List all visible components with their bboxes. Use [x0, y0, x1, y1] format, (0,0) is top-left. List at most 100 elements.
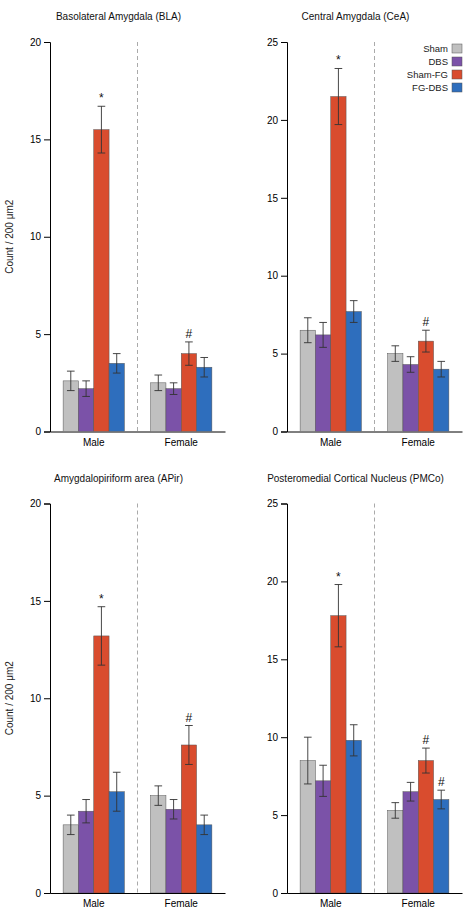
y-tick-label: 20	[267, 115, 279, 126]
y-tick: 10	[267, 732, 287, 743]
y-tick-mark	[44, 139, 50, 140]
plot: 05101520MaleFemale*#	[30, 498, 226, 909]
significance-mark: *	[336, 53, 341, 67]
y-tick: 20	[267, 115, 287, 126]
legend-label: Sham	[423, 43, 448, 54]
x-tick-label: Male	[320, 437, 342, 448]
y-tick-mark	[44, 334, 50, 335]
x-tick: Female	[165, 898, 199, 909]
error-bar	[154, 375, 162, 391]
bar	[403, 365, 418, 432]
y-tick-label: 15	[30, 596, 42, 607]
error-bar	[304, 737, 312, 784]
legend-label: FG-DBS	[412, 82, 448, 93]
y-tick: 10	[30, 231, 50, 242]
y-tick: 25	[267, 37, 287, 48]
group-separator	[374, 504, 375, 894]
significance-mark: #	[423, 733, 430, 747]
y-tick-mark	[281, 659, 287, 660]
x-tick-label: Male	[320, 898, 342, 909]
bar	[331, 616, 346, 893]
legend-label: Sham-FG	[407, 69, 448, 80]
y-tick: 15	[267, 193, 287, 204]
error-bar	[422, 748, 430, 773]
y-tick-mark	[44, 237, 50, 238]
x-tick: Female	[402, 437, 436, 448]
y-tick-label: 5	[35, 790, 41, 801]
marks	[63, 607, 212, 893]
error-bar	[335, 585, 343, 647]
error-bar	[67, 371, 75, 390]
x-axis-line	[288, 893, 463, 894]
bar	[300, 330, 315, 431]
error-bar	[67, 815, 75, 834]
y-axis-line	[44, 504, 51, 894]
bar	[151, 796, 166, 893]
bar	[109, 363, 124, 431]
bar	[434, 800, 449, 893]
y-tick-mark	[44, 432, 50, 433]
y-tick-mark	[44, 504, 50, 505]
marks	[300, 68, 449, 431]
significance-mark: *	[99, 592, 104, 606]
bar	[434, 369, 449, 431]
bar	[315, 335, 330, 432]
error-bar	[185, 726, 193, 765]
y-axis: 05101520	[30, 498, 51, 899]
error-bar	[98, 607, 106, 665]
x-tick-label: Female	[402, 898, 436, 909]
chart-title: Basolateral Amygdala (BLA)	[56, 11, 181, 22]
y-tick: 0	[272, 426, 287, 437]
bar	[346, 740, 361, 893]
legend: ShamDBSSham-FGFG-DBS	[407, 43, 462, 93]
y-tick: 0	[272, 888, 287, 899]
y-tick: 10	[267, 270, 287, 281]
y-tick-label: 0	[35, 426, 41, 437]
group-separator	[137, 42, 138, 432]
marks	[300, 585, 449, 893]
y-tick-mark	[44, 601, 50, 602]
y-tick: 5	[35, 329, 50, 340]
x-tick: Female	[165, 437, 199, 448]
y-tick-label: 5	[272, 348, 278, 359]
y-tick-label: 10	[30, 231, 42, 242]
significance-mark: #	[186, 711, 193, 725]
figure: 05101520MaleFemale*#Basolateral Amygdala…	[0, 0, 474, 923]
y-tick: 20	[30, 498, 50, 509]
error-bar	[407, 782, 415, 801]
plot: 0510152025MaleFemale*#ShamDBSSham-FGFG-D…	[267, 37, 463, 448]
x-axis: Male Female	[288, 432, 463, 448]
x-tick: Male	[83, 437, 105, 448]
annotations: *#	[99, 91, 192, 341]
y-tick-label: 5	[35, 329, 41, 340]
y-tick: 25	[267, 498, 287, 509]
y-tick-mark	[281, 893, 287, 894]
group-separator	[374, 42, 375, 432]
chart-title: Amygdalopiriform area (APir)	[54, 473, 183, 484]
chart: 05101520MaleFemale*#Amygdalopiriform are…	[4, 473, 226, 910]
legend-swatch	[452, 57, 462, 66]
y-axis: 0 5 10 15 20 25	[267, 37, 288, 438]
error-bar	[407, 357, 415, 373]
error-bar	[304, 318, 312, 343]
y-tick-label: 25	[267, 498, 279, 509]
bar	[418, 341, 433, 431]
error-bar	[391, 803, 399, 819]
x-tick: Female	[402, 898, 436, 909]
bar	[166, 809, 181, 893]
bar	[78, 811, 93, 893]
x-tick-label: Male	[83, 437, 105, 448]
legend-item: Sham-FG	[407, 69, 462, 80]
error-bar	[319, 322, 327, 347]
y-tick: 15	[267, 654, 287, 665]
y-tick-mark	[281, 504, 287, 505]
y-tick-label: 15	[267, 654, 279, 665]
error-bar	[170, 800, 178, 819]
y-tick: 5	[35, 790, 50, 801]
y-tick-mark	[281, 581, 287, 582]
y-tick: 5	[272, 810, 287, 821]
chart-title: Posteromedial Cortical Nucleus (PMCo)	[267, 473, 444, 484]
error-bar	[82, 381, 90, 397]
x-tick: Male	[83, 898, 105, 909]
y-axis-line	[281, 504, 288, 894]
